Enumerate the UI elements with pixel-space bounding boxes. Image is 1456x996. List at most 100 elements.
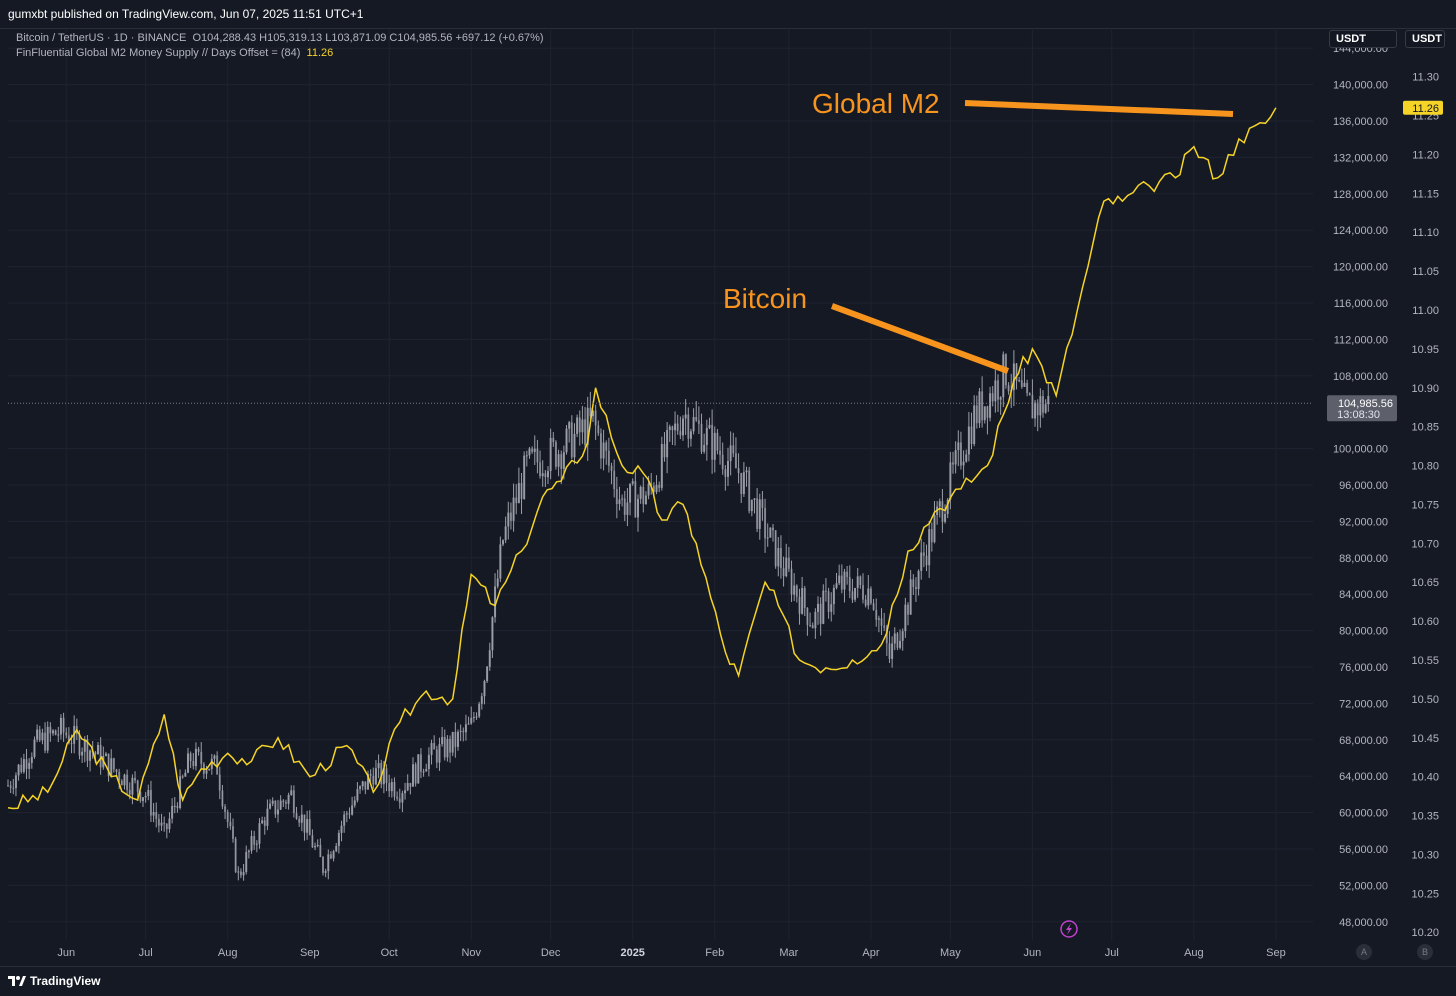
candle-body: [502, 540, 504, 545]
candle-body: [1015, 363, 1018, 381]
candle-body: [131, 777, 134, 795]
time-axis-tick: Aug: [218, 947, 238, 959]
candle-body: [1034, 402, 1037, 419]
candle-body: [517, 483, 520, 504]
candle-body: [353, 800, 356, 806]
candle-body: [208, 768, 211, 771]
candle-body: [787, 557, 790, 569]
candle-body: [157, 818, 160, 826]
candle-body: [509, 512, 512, 521]
candle-body: [472, 717, 475, 719]
candle-body: [266, 808, 269, 826]
candle-body: [1031, 395, 1034, 419]
countdown-label: 13:08:30: [1337, 409, 1380, 421]
right-axis-unit-button[interactable]: USDT: [1405, 30, 1445, 48]
candle-body: [390, 782, 393, 792]
candle-body: [623, 498, 626, 515]
candle-body: [86, 739, 89, 761]
candle-body: [250, 836, 253, 851]
m2-axis-tick: 11.15: [1412, 188, 1439, 200]
candle-body: [827, 591, 830, 612]
candle-body: [597, 425, 600, 434]
m2-axis-tick: 10.45: [1411, 733, 1439, 745]
candle-body: [724, 469, 727, 477]
candle-body: [914, 586, 917, 590]
scale-b-button[interactable]: B: [1417, 944, 1433, 960]
candle-body: [277, 809, 279, 815]
candle-body: [1018, 380, 1021, 382]
candle-body: [491, 617, 494, 651]
candle-body: [1026, 382, 1029, 394]
candle-body: [308, 819, 311, 836]
candle-body: [515, 497, 518, 504]
candle-body: [846, 571, 849, 578]
candle-body: [187, 753, 189, 773]
candle-body: [565, 428, 568, 453]
candle-body: [568, 422, 571, 429]
legend-m2[interactable]: FinFluential Global M2 Money Supply // D…: [16, 46, 544, 61]
candle-body: [1039, 396, 1042, 416]
m2-axis-tick: 10.50: [1411, 694, 1439, 706]
time-axis-tick: May: [940, 947, 961, 959]
candle-body: [917, 570, 920, 590]
m2-axis-tick: 10.25: [1411, 888, 1439, 900]
candle-body: [671, 426, 674, 431]
candle-body: [393, 782, 396, 797]
candle-body: [938, 501, 941, 507]
candle-body: [499, 544, 502, 579]
candle-body: [848, 577, 851, 592]
candle-body: [136, 780, 139, 792]
candle-body: [695, 417, 698, 421]
candle-body: [486, 666, 489, 682]
candle-body: [470, 717, 473, 724]
candle-body: [467, 723, 470, 725]
candle-body: [997, 380, 999, 400]
time-axis-tick: Jul: [139, 947, 153, 959]
price-axis-tick: 56,000.00: [1339, 844, 1388, 856]
candle-body: [814, 611, 817, 629]
price-axis-tick: 60,000.00: [1339, 808, 1388, 820]
candle-body: [991, 393, 994, 402]
candle-body: [430, 743, 433, 755]
candle-body: [290, 790, 293, 795]
candle-body: [682, 418, 684, 436]
candle-body: [729, 445, 732, 462]
candle-body: [41, 732, 44, 741]
m2-axis[interactable]: 11.3511.3011.2511.2011.1511.1011.0511.00…: [1411, 33, 1439, 939]
price-axis-tick: 52,000.00: [1339, 880, 1388, 892]
candle-body: [721, 454, 724, 470]
candle-body: [221, 790, 224, 807]
left-axis-unit-button[interactable]: USDT: [1329, 30, 1397, 48]
candle-body: [562, 452, 565, 469]
tradingview-brand[interactable]: TradingView: [8, 974, 100, 988]
candle-body: [242, 872, 245, 876]
auto-scale-button[interactable]: A: [1356, 944, 1372, 960]
candle-body: [380, 763, 383, 785]
time-axis[interactable]: Jun Jul Aug Sep Oct Nov Dec 2025 Feb Mar Apr May Jun…: [57, 947, 1285, 959]
candle-body: [875, 609, 878, 620]
candle-body: [581, 419, 584, 433]
lightning-icon[interactable]: [1060, 920, 1078, 938]
candle-body: [94, 752, 97, 755]
candle-body: [414, 764, 417, 784]
price-axis-tick: 112,000.00: [1334, 334, 1388, 346]
legend-bitcoin[interactable]: Bitcoin / TetherUS · 1D · BINANCE O104,2…: [16, 31, 544, 46]
candle-body: [44, 732, 47, 751]
candle-body: [809, 624, 812, 626]
candle-body: [949, 462, 952, 500]
candle-body: [361, 781, 364, 787]
annotation-arrow-m2: [964, 100, 1234, 117]
candle-body: [62, 717, 65, 733]
price-axis[interactable]: 144,000.00140,000.00136,000.00132,000.00…: [1333, 43, 1388, 929]
candle-body: [822, 590, 825, 624]
candle-body: [774, 530, 777, 567]
candle-body: [862, 585, 864, 600]
candle-body: [512, 497, 515, 521]
time-axis-tick: Apr: [862, 947, 879, 959]
candle-body: [605, 442, 608, 451]
candle-body: [599, 433, 602, 459]
candle-body: [144, 795, 147, 798]
candle-body: [930, 529, 933, 543]
candle-body: [708, 424, 711, 428]
